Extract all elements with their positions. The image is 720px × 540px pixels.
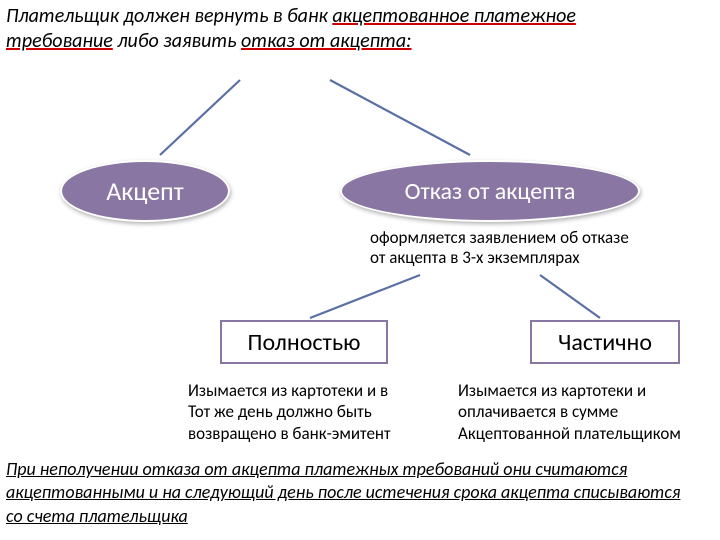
- header-p2: либо заявить: [113, 29, 241, 53]
- desc-partial: Изымается из картотеки и оплачивается в …: [458, 380, 681, 444]
- line-1: [160, 80, 240, 155]
- header-text: Плательщик должен вернуть в банк акцепто…: [6, 4, 706, 54]
- desc-full-l2: Тот же день должно быть: [188, 401, 391, 422]
- refuse-caption-l1: оформляется заявлением об отказе: [370, 228, 629, 248]
- desc-partial-l1: Изымается из картотеки и: [458, 380, 681, 401]
- header-ul3: отказ от акцепта:: [241, 29, 412, 53]
- desc-full: Изымается из картотеки и в Тот же день д…: [188, 380, 391, 444]
- box-full: Полностью: [220, 320, 388, 364]
- box-partial-label: Частично: [558, 328, 652, 357]
- desc-full-l3: возвращено в банк-эмитент: [188, 423, 391, 444]
- line-3: [310, 275, 420, 318]
- line-2: [330, 80, 470, 155]
- header-p1: Плательщик должен вернуть в банк: [6, 4, 332, 28]
- box-full-label: Полностью: [248, 328, 361, 357]
- box-partial: Частично: [530, 320, 680, 364]
- header-ul2: требование: [6, 29, 113, 53]
- footer-p2: акцептованными и на следующий день после…: [6, 481, 680, 503]
- refuse-caption-l2: от акцепта в 3-х экземплярах: [370, 248, 629, 268]
- desc-partial-l3: Акцептованной плательщиком: [458, 423, 681, 444]
- footer-p1: При неполучении отказа от акцепта платеж…: [6, 458, 627, 480]
- line-4: [540, 275, 600, 318]
- footer-text: При неполучении отказа от акцепта платеж…: [6, 458, 706, 528]
- node-accept: Акцепт: [60, 160, 230, 222]
- desc-full-l1: Изымается из картотеки и в: [188, 380, 391, 401]
- node-accept-label: Акцепт: [106, 175, 183, 207]
- footer-p3: со счета плательщика: [6, 505, 188, 527]
- refuse-caption: оформляется заявлением об отказе от акце…: [370, 228, 629, 269]
- node-refuse-label: Отказ от акцепта: [405, 177, 576, 206]
- header-ul1: акцептованное платежное: [332, 4, 576, 28]
- node-refuse: Отказ от акцепта: [340, 160, 640, 222]
- desc-partial-l2: оплачивается в сумме: [458, 401, 681, 422]
